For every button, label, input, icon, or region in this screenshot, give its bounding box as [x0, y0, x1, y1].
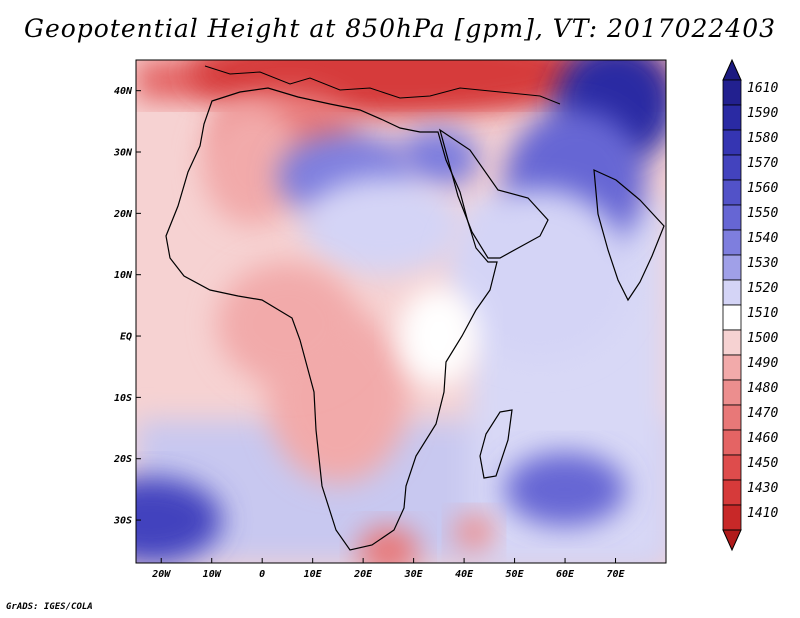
colorbar-box — [722, 454, 742, 481]
coastlines — [165, 65, 665, 551]
colorbar-label: 1510 — [747, 306, 778, 321]
arabia-coastline — [438, 128, 549, 259]
europe-coastline — [204, 65, 561, 105]
colorbar-box — [722, 179, 742, 206]
field-blob — [504, 452, 626, 527]
lon-tick-label: 60E — [556, 569, 575, 580]
colorbar-box — [722, 79, 742, 106]
colorbar-bottom-triangle — [722, 529, 742, 552]
lat-tick-label: 10N — [114, 270, 133, 281]
india-coastline — [593, 169, 665, 302]
africa-coastline — [165, 87, 498, 551]
lat-tick-label: 30S — [113, 516, 132, 527]
lat-tick-label: 40N — [114, 86, 133, 97]
colorbar-label: 1490 — [747, 356, 778, 371]
colorbar-box — [722, 279, 742, 306]
colorbar-label: 1480 — [747, 381, 778, 396]
colorbar-box — [722, 329, 742, 356]
lat-tick-label: 20N — [113, 209, 133, 220]
colorbar-box — [722, 354, 742, 381]
colorbar-label: 1450 — [747, 456, 778, 471]
colorbar-label: 1580 — [747, 131, 778, 146]
colorbar-label: 1610 — [747, 81, 778, 96]
geopotential-field — [136, 60, 666, 563]
field-blob — [302, 176, 465, 275]
colorbar-box — [722, 379, 742, 406]
plot-area — [135, 59, 667, 564]
colorbar-label: 1500 — [747, 331, 778, 346]
colorbar-box — [722, 304, 742, 331]
colorbar-box — [722, 204, 742, 231]
field-blob — [136, 477, 222, 563]
colorbar-box — [722, 479, 742, 506]
colorbar-label: 1530 — [747, 256, 778, 271]
lon-tick-label: 10E — [304, 569, 323, 580]
colorbar-box — [722, 504, 742, 531]
colorbar-label: 1410 — [747, 506, 778, 521]
lon-tick-label: 20W — [151, 569, 171, 580]
field-blob — [398, 286, 480, 386]
colorbar-label: 1430 — [747, 481, 778, 496]
colorbar-label: 1520 — [747, 281, 778, 296]
colorbar: 1610 1590 1580 1570 1560 1550 1540 1530 1520 1510… — [722, 58, 778, 552]
lon-tick-label: 0 — [259, 569, 265, 580]
latitude-axis: 40N 30N 20N 10N EQ 10S 20S 30S — [113, 86, 141, 527]
madagascar-coastline — [479, 409, 513, 479]
lon-tick-label: 70E — [606, 569, 625, 580]
lat-tick-label: EQ — [120, 332, 132, 343]
colorbar-box — [722, 254, 742, 281]
colorbar-box — [722, 229, 742, 256]
colorbar-box — [722, 404, 742, 431]
colorbar-box — [722, 129, 742, 156]
longitude-axis: 20W 10W 0 10E 20E 30E 40E 50E 60E 70E — [151, 558, 626, 580]
colorbar-label: 1560 — [747, 181, 778, 196]
colorbar-label: 1590 — [747, 106, 778, 121]
lat-tick-label: 20S — [113, 454, 132, 465]
colorbar-label: 1550 — [747, 206, 778, 221]
field-blob — [454, 513, 495, 551]
map-title: Geopotential Height at 850hPa [gpm], VT:… — [23, 14, 777, 43]
colorbar-label: 1460 — [747, 431, 778, 446]
field-blob — [201, 102, 303, 226]
colorbar-label: 1540 — [747, 231, 778, 246]
lon-tick-label: 10W — [203, 569, 222, 580]
lon-tick-label: 20E — [353, 569, 373, 580]
colorbar-top-triangle — [722, 58, 742, 81]
field-blob — [358, 526, 419, 563]
colorbar-box — [722, 104, 742, 131]
grads-credit: GrADS: IGES/COLA — [6, 602, 93, 612]
colorbar-label: 1470 — [747, 406, 778, 421]
plot-frame — [135, 59, 667, 564]
lon-tick-label: 40E — [455, 569, 474, 580]
colorbar-label: 1570 — [747, 156, 778, 171]
colorbar-box — [722, 154, 742, 181]
field-blob — [448, 188, 631, 361]
lat-tick-label: 10S — [114, 393, 132, 404]
colorbar-box — [722, 429, 742, 456]
lon-tick-label: 30E — [404, 569, 424, 580]
lat-tick-label: 30N — [113, 148, 133, 159]
field-blob — [216, 262, 359, 386]
lon-tick-label: 50E — [506, 569, 525, 580]
